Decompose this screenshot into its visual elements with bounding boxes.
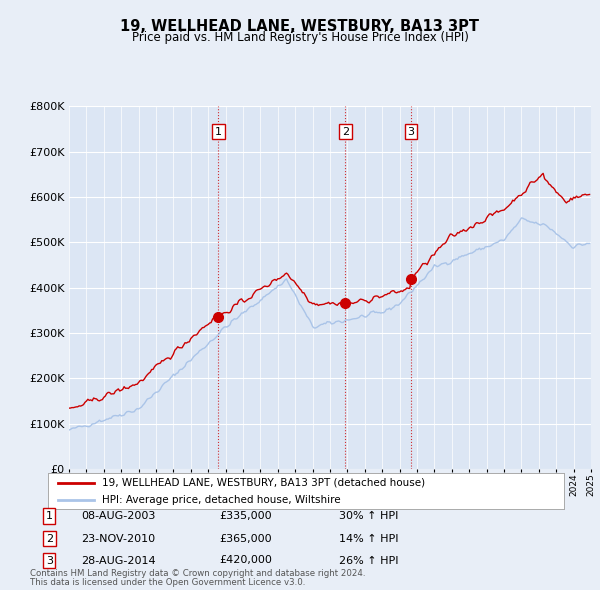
Text: 23-NOV-2010: 23-NOV-2010 xyxy=(81,534,155,543)
Text: 3: 3 xyxy=(407,127,415,137)
Text: 26% ↑ HPI: 26% ↑ HPI xyxy=(339,556,398,565)
Text: 14% ↑ HPI: 14% ↑ HPI xyxy=(339,534,398,543)
Text: 28-AUG-2014: 28-AUG-2014 xyxy=(81,556,155,565)
Text: £420,000: £420,000 xyxy=(219,556,272,565)
Text: 2: 2 xyxy=(46,534,53,543)
Text: 1: 1 xyxy=(46,512,53,521)
Text: 2: 2 xyxy=(342,127,349,137)
Text: Price paid vs. HM Land Registry's House Price Index (HPI): Price paid vs. HM Land Registry's House … xyxy=(131,31,469,44)
Text: Contains HM Land Registry data © Crown copyright and database right 2024.: Contains HM Land Registry data © Crown c… xyxy=(30,569,365,578)
Text: 30% ↑ HPI: 30% ↑ HPI xyxy=(339,512,398,521)
Text: 08-AUG-2003: 08-AUG-2003 xyxy=(81,512,155,521)
Text: £335,000: £335,000 xyxy=(219,512,272,521)
Text: 3: 3 xyxy=(46,556,53,565)
Text: 19, WELLHEAD LANE, WESTBURY, BA13 3PT: 19, WELLHEAD LANE, WESTBURY, BA13 3PT xyxy=(121,19,479,34)
Text: £365,000: £365,000 xyxy=(219,534,272,543)
Text: This data is licensed under the Open Government Licence v3.0.: This data is licensed under the Open Gov… xyxy=(30,578,305,587)
Text: 19, WELLHEAD LANE, WESTBURY, BA13 3PT (detached house): 19, WELLHEAD LANE, WESTBURY, BA13 3PT (d… xyxy=(102,478,425,488)
Text: HPI: Average price, detached house, Wiltshire: HPI: Average price, detached house, Wilt… xyxy=(102,496,341,506)
Text: 1: 1 xyxy=(215,127,222,137)
